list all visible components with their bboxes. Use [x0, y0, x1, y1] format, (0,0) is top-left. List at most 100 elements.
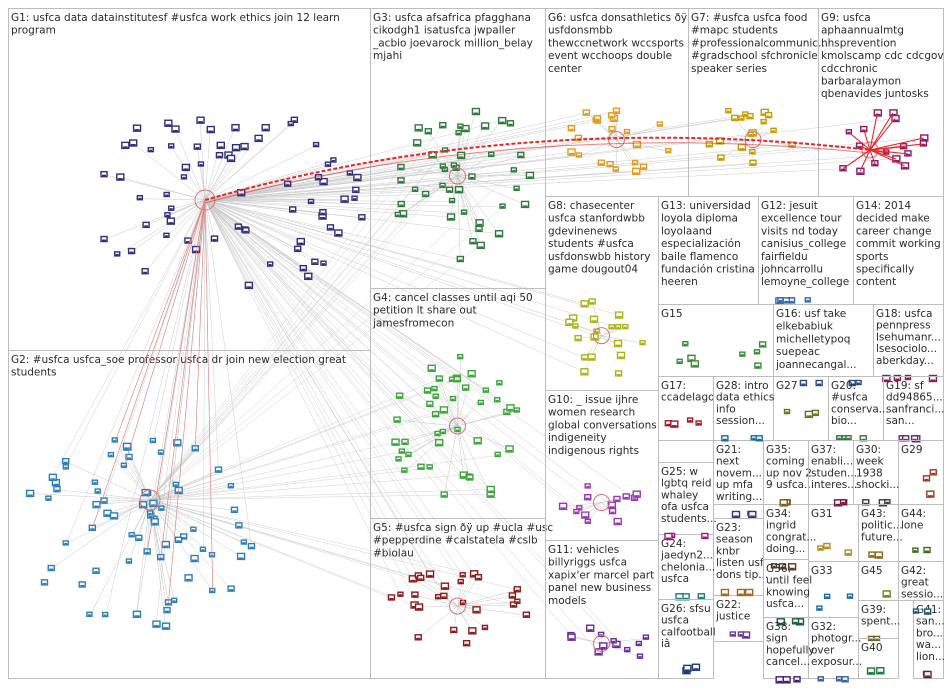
group-label-line: ingrid	[766, 520, 796, 532]
group-label-line: G5: #usfca sign ðÿ up #ucla #usc	[373, 522, 553, 534]
edge	[402, 425, 458, 453]
node	[697, 593, 706, 600]
node	[517, 151, 525, 159]
node-shadow	[298, 242, 304, 245]
node-shadow	[50, 478, 56, 480]
node	[580, 300, 589, 308]
group-panel-g40: G40	[858, 638, 899, 679]
node-shadow	[671, 425, 677, 427]
node-shadow	[739, 634, 743, 636]
group-panel-g44: G44:lone	[898, 504, 944, 562]
node-shadow	[233, 148, 239, 151]
node-shadow	[780, 566, 785, 569]
node	[701, 532, 709, 540]
edge	[89, 499, 151, 616]
node	[616, 351, 626, 360]
node-shadow	[152, 522, 158, 525]
inter-group-edge	[105, 199, 206, 616]
edge	[144, 199, 206, 272]
edge	[204, 199, 323, 217]
node-shadow	[863, 502, 868, 505]
group-label-line: lion...	[916, 651, 945, 663]
node-shadow	[109, 454, 113, 457]
node-shadow	[469, 631, 475, 634]
node-shadow	[49, 568, 54, 571]
node	[408, 575, 418, 583]
group-label-line: loyola diploma	[661, 213, 738, 225]
node-shadow	[418, 578, 423, 580]
inter-group-edge	[204, 199, 598, 333]
node-shadow	[613, 645, 619, 647]
node	[468, 173, 476, 180]
node-shadow	[641, 167, 646, 169]
edge	[412, 578, 458, 607]
group-label-line: indigenous rights	[548, 445, 639, 457]
inter-group-edge	[149, 167, 402, 501]
node-shadow	[342, 200, 348, 202]
highlighted-edge	[114, 199, 206, 442]
node	[166, 217, 176, 225]
node	[393, 416, 401, 423]
node-shadow	[924, 478, 929, 481]
group-label-line: doing...	[766, 543, 805, 555]
node	[445, 186, 454, 193]
node	[129, 139, 138, 147]
group-label-line: sports	[856, 251, 888, 263]
edge	[404, 425, 458, 443]
group-label-line: commit working	[856, 238, 941, 250]
inter-group-edge	[149, 489, 491, 501]
node-shadow	[634, 495, 640, 497]
node-shadow	[740, 354, 744, 356]
edge	[457, 425, 491, 495]
edge	[457, 605, 527, 616]
node	[214, 466, 223, 473]
node	[294, 245, 302, 253]
group-label-line: visits nd today	[761, 225, 838, 237]
edge	[132, 142, 206, 201]
node-shadow	[462, 212, 466, 214]
inter-group-edge	[204, 199, 252, 547]
group-label-line: students	[11, 367, 57, 379]
node-shadow	[145, 551, 150, 554]
node-shadow	[166, 602, 171, 605]
edge	[418, 605, 458, 608]
edge	[457, 170, 515, 177]
node-shadow	[515, 601, 519, 603]
edge	[29, 493, 151, 501]
node-shadow	[238, 557, 244, 559]
group-label-line: san...	[886, 415, 915, 427]
node-shadow	[892, 119, 898, 122]
node-shadow	[94, 571, 99, 573]
group-label-line: pennpress	[876, 320, 931, 332]
node	[210, 235, 219, 242]
group-panel-g22: G22:justice	[713, 595, 764, 642]
node-shadow	[732, 118, 737, 120]
group-label-line: politic...	[861, 520, 903, 532]
inter-group-edge	[149, 154, 433, 501]
inter-group-edge	[204, 153, 908, 201]
group-label-line: G25: w	[661, 466, 698, 478]
node-shadow	[825, 596, 829, 598]
node-shadow	[429, 369, 435, 371]
node	[40, 579, 49, 586]
node-shadow	[353, 190, 358, 192]
node-shadow	[398, 594, 402, 596]
node-shadow	[835, 503, 841, 506]
node-shadow	[96, 491, 100, 493]
node-shadow	[442, 587, 448, 589]
node-shadow	[122, 465, 126, 467]
group-label-line: cancel...	[766, 656, 810, 668]
node	[664, 532, 673, 541]
edge	[119, 176, 206, 201]
inter-group-edge	[204, 118, 896, 201]
node-shadow	[150, 504, 156, 506]
group-label-line: excellence tour	[761, 213, 842, 225]
highlight-edges-layer	[92, 112, 924, 603]
node-shadow	[441, 166, 445, 168]
group-label-line: G35:	[766, 444, 791, 456]
group-label-line: cdcchronic	[821, 63, 878, 75]
edge	[66, 499, 151, 545]
edge	[204, 158, 231, 201]
node-shadow	[236, 227, 241, 229]
